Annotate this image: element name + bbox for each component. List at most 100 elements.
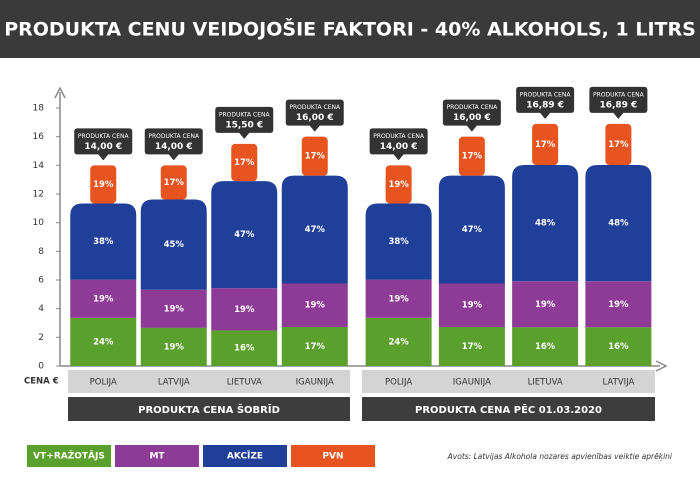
y-tick-label: 12: [33, 190, 44, 200]
bottle-neck: [605, 123, 632, 166]
bottle-segment: [585, 281, 652, 328]
bottle-neck: [301, 136, 328, 176]
share-label: 19%: [164, 342, 185, 352]
price-label: 14,00 €: [155, 142, 193, 152]
share-label: 19%: [164, 304, 185, 314]
x-arrow: [655, 360, 668, 372]
y-tick-label: 16: [33, 132, 45, 142]
bottle-body: [512, 165, 579, 282]
price-bubble: [369, 128, 428, 161]
bottle-body: [70, 203, 137, 280]
bottle-segment: [140, 327, 207, 366]
group-label: PRODUKTA CENA PĒC 01.03.2020: [415, 403, 602, 416]
price-bubble: [589, 86, 648, 119]
bottle-body: [281, 175, 348, 284]
price-label: 16,00 €: [296, 113, 334, 123]
share-label: 16%: [234, 344, 255, 354]
bottle-neck: [231, 143, 258, 182]
x-tick-label: LIETUVA: [227, 378, 262, 388]
price-label: 14,00 €: [380, 142, 418, 152]
group-label: PRODUKTA CENA ŠOBRĪD: [138, 403, 280, 416]
x-tick-label: POLIJA: [385, 378, 412, 388]
legend-label: VT+RAŽOTĀJS: [33, 450, 105, 462]
group-bar: [362, 397, 655, 421]
title-bar: [0, 0, 700, 58]
share-label: 47%: [462, 225, 483, 235]
legend-label: MT: [149, 452, 165, 462]
bottle-body: [365, 203, 432, 280]
price-bubble: [442, 99, 501, 132]
price-title: PRODUKTA CENA: [219, 111, 271, 118]
share-label: 48%: [608, 219, 629, 229]
category-bar: [68, 370, 350, 393]
y-arrow: [54, 86, 66, 99]
bottle-segment: [365, 317, 432, 366]
price-label: 14,00 €: [84, 142, 122, 152]
share-label: 38%: [93, 237, 114, 247]
y-tick-label: 10: [33, 218, 45, 228]
bottle-body: [211, 181, 278, 289]
share-label: 17%: [305, 152, 326, 162]
bottle-segment: [70, 279, 137, 318]
bottle-segment: [211, 330, 278, 366]
share-label: 19%: [388, 180, 409, 190]
bottle-neck: [160, 165, 187, 200]
share-label: 19%: [535, 300, 556, 310]
x-tick-label: LATVIJA: [602, 378, 634, 388]
bottle-segment: [211, 288, 278, 331]
bottle-body: [438, 175, 505, 284]
y-tick-label: 0: [38, 362, 44, 372]
share-label: 45%: [164, 240, 185, 250]
source: Avots: Latvijas Alkohola nozares apvienī…: [447, 452, 673, 461]
chart-title: PRODUKTA CENU VEIDOJOŠIE FAKTORI - 40% A…: [4, 17, 696, 41]
group-bar: [68, 397, 350, 421]
bottle-neck: [532, 123, 559, 166]
legend-label: PVN: [322, 452, 343, 462]
bottle-body: [140, 199, 207, 290]
price-title: PRODUKTA CENA: [373, 133, 425, 140]
y-tick-label: 6: [38, 276, 44, 286]
share-label: 17%: [164, 178, 185, 188]
x-tick-label: POLIJA: [90, 378, 117, 388]
price-title: PRODUKTA CENA: [289, 104, 341, 111]
x-tick-label: LATVIJA: [158, 378, 190, 388]
share-label: 24%: [93, 337, 114, 347]
category-bar: [362, 370, 655, 393]
axis-label: CENA €: [24, 377, 59, 387]
share-label: 19%: [608, 300, 629, 310]
share-label: 17%: [535, 140, 556, 150]
share-label: 19%: [388, 294, 409, 304]
price-bubble: [144, 128, 203, 161]
share-label: 24%: [388, 337, 409, 347]
bottle-segment: [438, 327, 505, 366]
y-tick-label: 2: [38, 333, 44, 343]
price-label: 16,89 €: [526, 100, 564, 110]
bottle-neck: [90, 165, 117, 204]
y-tick-label: 18: [33, 104, 45, 114]
price-title: PRODUKTA CENA: [593, 91, 645, 98]
price-bubble: [516, 86, 575, 119]
price-title: PRODUKTA CENA: [446, 104, 498, 111]
legend-swatch: [203, 445, 287, 467]
price-label: 15,50 €: [225, 120, 263, 130]
share-label: 17%: [462, 152, 483, 162]
bottle-neck: [385, 165, 412, 204]
price-bubble: [285, 99, 344, 132]
x-tick-label: IGAUNIJA: [296, 378, 334, 388]
bottle-segment: [281, 327, 348, 366]
share-label: 19%: [305, 301, 326, 311]
share-label: 19%: [93, 180, 114, 190]
price-label: 16,89 €: [599, 100, 637, 110]
bottle-segment: [365, 279, 432, 318]
bottle-segment: [281, 283, 348, 328]
share-label: 47%: [234, 230, 255, 240]
share-label: 48%: [535, 219, 556, 229]
price-title: PRODUKTA CENA: [78, 133, 130, 140]
share-label: 38%: [388, 237, 409, 247]
share-label: 19%: [93, 294, 114, 304]
bottle-body: [585, 165, 652, 282]
share-label: 17%: [305, 342, 326, 352]
share-label: 19%: [462, 301, 483, 311]
share-label: 16%: [535, 342, 556, 352]
